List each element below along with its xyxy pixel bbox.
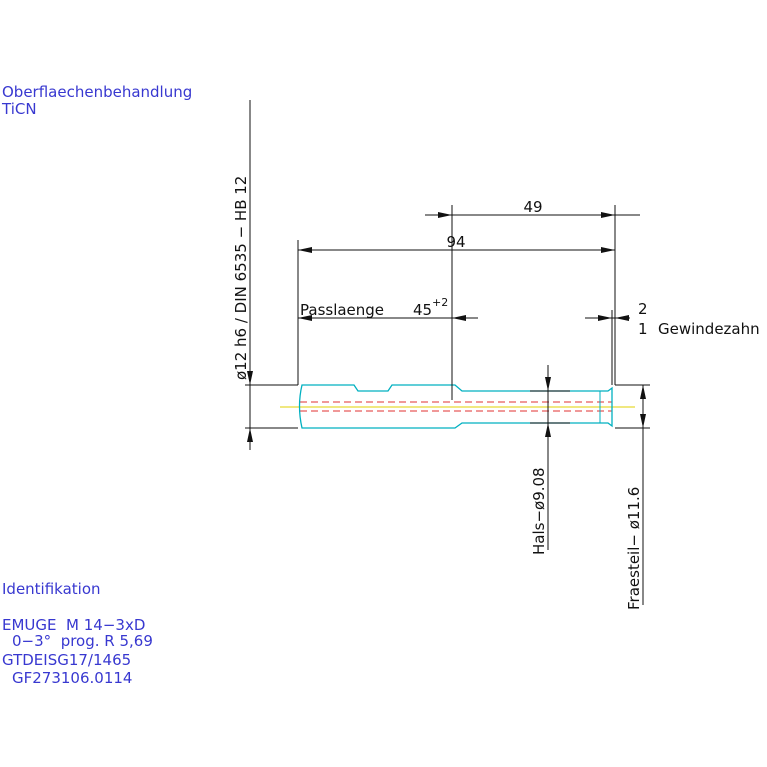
dim-overall: 94 — [446, 233, 465, 251]
dim-cutter: Fraesteil− ø11.6 — [625, 487, 643, 610]
surface-title: Oberflaechenbehandlung — [2, 83, 192, 101]
dim-thread-top: 2 — [638, 300, 648, 318]
tool-outline — [298, 384, 613, 429]
ident-line: EMUGE M 14−3xD — [2, 616, 145, 634]
dim-fit-length: 45 — [413, 301, 432, 319]
tool — [280, 384, 635, 429]
ident-line: 0−3° prog. R 5,69 — [12, 632, 153, 650]
dim-shank: ø12 h6 / DIN 6535 − HB 12 — [232, 176, 250, 380]
dim-thread-bottom: 1 — [638, 320, 648, 338]
ident-line: GTDEISG17/1465 — [2, 651, 131, 669]
dim-fit-label: Passlaenge — [300, 301, 384, 319]
dim-neck: Hals−ø9.08 — [530, 467, 548, 555]
ident-title: Identifikation — [2, 580, 101, 598]
ident-line: GF273106.0114 — [12, 669, 132, 687]
dim-thread-label: Gewindezahn — [658, 320, 760, 338]
surface-value: TiCN — [1, 100, 37, 118]
dimensions: 49 94 Passlaenge 45 +2 2 1 Gewindezahn ø… — [232, 100, 760, 610]
dim-fit-tolerance: +2 — [432, 296, 448, 309]
dim-thread-part: 49 — [523, 198, 542, 216]
